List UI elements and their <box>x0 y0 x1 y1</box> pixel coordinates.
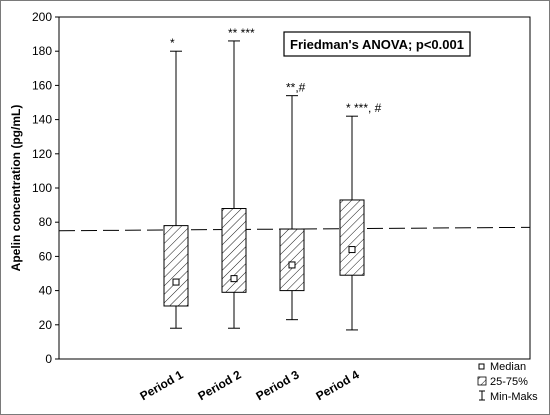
box-annotation: ** *** <box>228 26 255 40</box>
y-tick-label: 120 <box>32 147 52 161</box>
box-annotation: * ***, # <box>346 101 382 115</box>
y-tick-label: 0 <box>45 352 52 366</box>
legend-iqr-label: 25-75% <box>490 376 528 388</box>
y-tick-label: 40 <box>39 284 53 298</box>
box-annotation: **,# <box>286 81 306 95</box>
y-tick-label: 20 <box>39 318 53 332</box>
legend-iqr-marker <box>477 376 487 386</box>
legend-minmax-marker <box>479 390 485 401</box>
iqr-box <box>339 199 365 276</box>
x-tick-label: Period 1 <box>137 367 185 403</box>
box-4: * ***, # <box>339 101 382 331</box>
stat-box <box>283 31 471 57</box>
median-marker <box>172 278 180 286</box>
y-tick-label: 160 <box>32 78 52 92</box>
plot-area <box>58 16 531 360</box>
y-axis-ticks: 0 20 40 60 80 100 120 140 160 180 200 <box>32 10 59 366</box>
y-axis-title: Apelin concentration (pg/mL) <box>9 105 23 272</box>
boxes: * ** *** **,# * ***, # <box>163 26 382 331</box>
x-axis-labels: Period 1 Period 2 Period 3 Period 4 <box>137 367 361 403</box>
y-tick-label: 140 <box>32 113 52 127</box>
legend: Median 25-75% Min-Maks <box>477 361 538 403</box>
median-marker <box>288 261 296 269</box>
legend-minmax-label: Min-Maks <box>490 391 538 403</box>
legend-median-label: Median <box>490 361 526 373</box>
median-marker <box>348 246 356 254</box>
box-2: ** *** <box>221 26 255 329</box>
box-3: **,# <box>279 81 306 321</box>
y-tick-label: 80 <box>39 215 53 229</box>
iqr-box <box>279 228 305 292</box>
x-tick-label: Period 2 <box>195 367 243 403</box>
box-1: * <box>163 36 189 329</box>
y-tick-label: 100 <box>32 181 52 195</box>
median-marker <box>230 275 238 283</box>
y-tick-label: 60 <box>39 249 53 263</box>
box-annotation: * <box>170 36 175 50</box>
legend-median-marker <box>478 363 485 370</box>
x-tick-label: Period 3 <box>253 367 301 403</box>
x-tick-label: Period 4 <box>313 367 361 403</box>
stat-box-text: Friedman's ANOVA; p<0.001 <box>290 37 464 52</box>
iqr-box <box>221 208 247 293</box>
y-tick-label: 180 <box>32 44 52 58</box>
y-tick-label: 200 <box>32 10 52 24</box>
iqr-box <box>163 225 189 307</box>
